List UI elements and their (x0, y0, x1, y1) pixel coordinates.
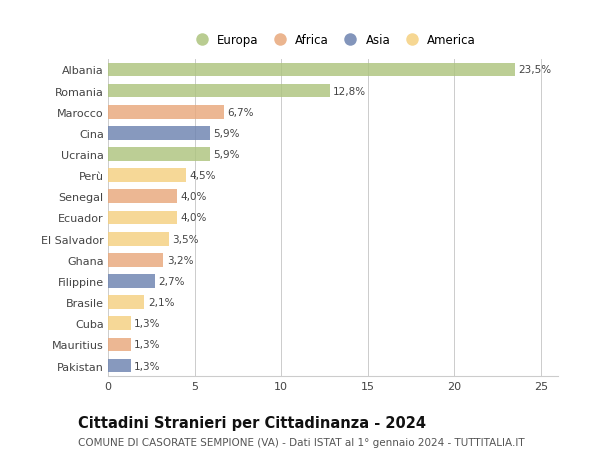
Text: 5,9%: 5,9% (214, 129, 240, 139)
Bar (108, 317, 131, 330)
Bar (108, 63, 515, 77)
Bar (108, 169, 186, 183)
Text: 5,9%: 5,9% (214, 150, 240, 160)
Bar (108, 232, 169, 246)
Bar (108, 274, 155, 288)
Bar (108, 148, 210, 162)
Bar (108, 127, 210, 140)
Text: 1,3%: 1,3% (134, 361, 160, 371)
Text: 1,3%: 1,3% (134, 340, 160, 350)
Text: 2,1%: 2,1% (148, 297, 175, 308)
Bar (108, 359, 131, 373)
Text: 4,5%: 4,5% (190, 171, 216, 181)
Text: 3,5%: 3,5% (172, 234, 199, 244)
Text: 23,5%: 23,5% (518, 65, 551, 75)
Bar (108, 84, 329, 98)
Bar (108, 338, 131, 352)
Bar (108, 296, 145, 309)
Text: 4,0%: 4,0% (181, 213, 207, 223)
Text: 4,0%: 4,0% (181, 192, 207, 202)
Bar (108, 190, 177, 204)
Bar (108, 106, 224, 119)
Text: COMUNE DI CASORATE SEMPIONE (VA) - Dati ISTAT al 1° gennaio 2024 - TUTTITALIA.IT: COMUNE DI CASORATE SEMPIONE (VA) - Dati … (78, 437, 524, 447)
Text: 2,7%: 2,7% (158, 276, 185, 286)
Text: 6,7%: 6,7% (227, 107, 254, 118)
Text: 12,8%: 12,8% (333, 86, 366, 96)
Legend: Europa, Africa, Asia, America: Europa, Africa, Asia, America (190, 34, 476, 47)
Bar (108, 211, 177, 225)
Text: Cittadini Stranieri per Cittadinanza - 2024: Cittadini Stranieri per Cittadinanza - 2… (78, 415, 426, 431)
Bar (108, 253, 163, 267)
Text: 1,3%: 1,3% (134, 319, 160, 329)
Text: 3,2%: 3,2% (167, 255, 193, 265)
